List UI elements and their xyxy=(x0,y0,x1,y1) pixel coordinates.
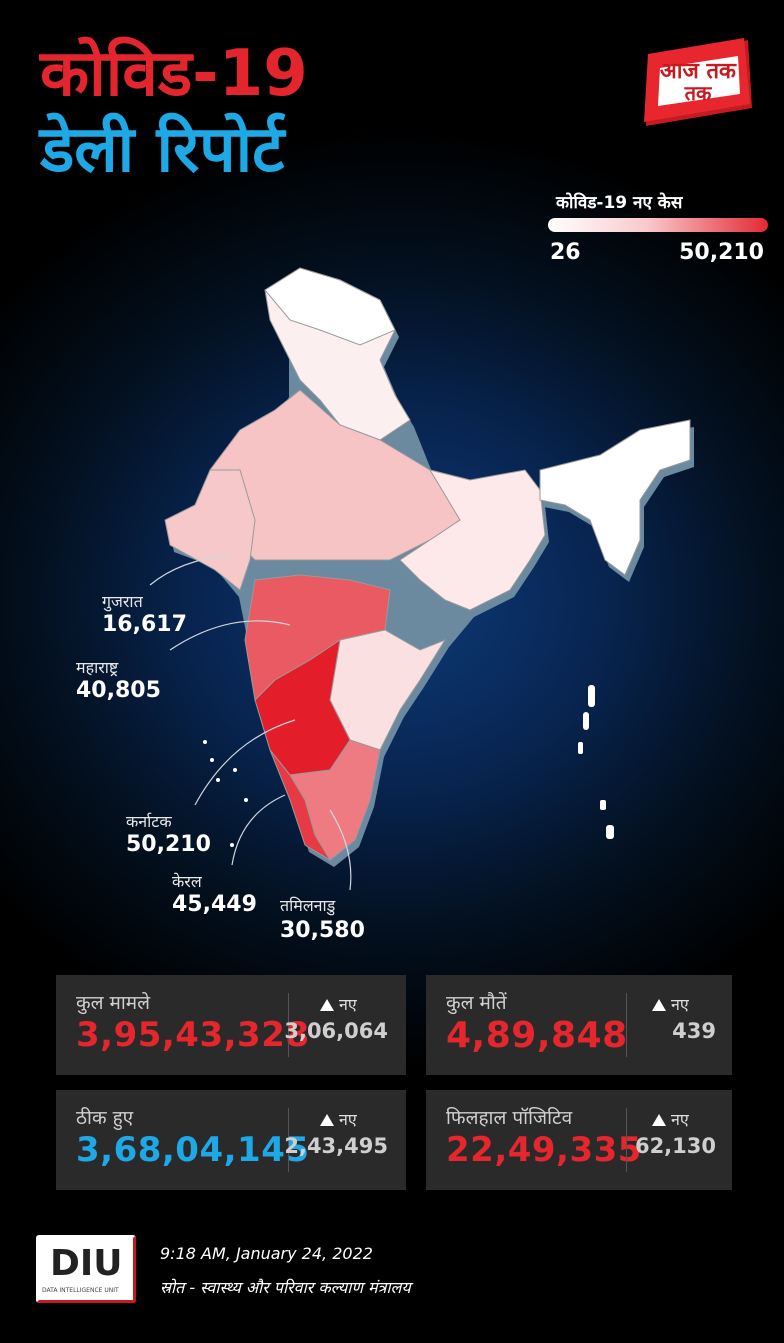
diu-logo: DIU DATA INTELLIGENCE UNIT xyxy=(36,1235,136,1303)
region-kerala xyxy=(269,749,331,861)
state-value-gujarat: 16,617 xyxy=(102,612,187,637)
active-new-label: नए xyxy=(652,1108,689,1130)
card-divider xyxy=(626,993,627,1057)
leader-tamilnadu xyxy=(329,809,352,891)
india-choropleth-map xyxy=(149,267,694,891)
total-cases-value: 3,95,43,328 xyxy=(76,1015,310,1055)
card-divider xyxy=(288,993,289,1057)
leader-maharashtra xyxy=(169,620,291,651)
lakshadweep-islands xyxy=(203,740,248,847)
source-text: स्रोत - स्वास्थ्य और परिवार कल्याण मंत्र… xyxy=(160,1278,411,1297)
diu-logo-subtext: DATA INTELLIGENCE UNIT xyxy=(42,1287,119,1294)
leader-karnataka xyxy=(194,719,296,806)
state-label-tamilnadu: तमिलनाडु xyxy=(280,896,336,915)
state-value-maharashtra: 40,805 xyxy=(76,678,161,703)
region-telangana-ap xyxy=(329,629,447,751)
active-value: 22,49,335 xyxy=(446,1130,642,1170)
total-deaths-new-value: 439 xyxy=(672,1019,716,1043)
up-arrow-icon xyxy=(320,1114,334,1126)
andaman-islands xyxy=(578,685,614,839)
diu-logo-text: DIU xyxy=(50,1243,123,1284)
region-gujarat xyxy=(164,469,256,591)
svg-text:तक: तक xyxy=(684,81,713,105)
total-deaths-label: कुल मौतें xyxy=(446,992,507,1014)
total-cases-new-value: 3,06,064 xyxy=(284,1019,388,1043)
up-arrow-icon xyxy=(652,999,666,1011)
state-label-kerala: केरल xyxy=(172,872,202,891)
recovered-label: ठीक हुए xyxy=(76,1107,134,1129)
total-cases-new-label: नए xyxy=(320,993,357,1015)
card-total-deaths: कुल मौतें 4,89,848 नए 439 xyxy=(426,975,732,1075)
card-recovered: ठीक हुए 3,68,04,145 नए 2,43,495 xyxy=(56,1090,406,1190)
leader-gujarat xyxy=(149,554,231,586)
state-label-maharashtra: महाराष्ट्र xyxy=(76,658,119,677)
card-total-cases: कुल मामले 3,95,43,328 नए 3,06,064 xyxy=(56,975,406,1075)
state-label-karnataka: कर्नाटक xyxy=(126,812,172,831)
title-line-1: कोविड-19 xyxy=(40,37,308,111)
legend-max: 50,210 xyxy=(679,240,764,265)
aaj-tak-logo: आज तक तक xyxy=(644,38,752,126)
state-value-karnataka: 50,210 xyxy=(126,832,211,857)
card-divider xyxy=(626,1108,627,1172)
recovered-new-label: नए xyxy=(320,1108,357,1130)
card-divider xyxy=(288,1108,289,1172)
recovered-new-value: 2,43,495 xyxy=(284,1134,388,1158)
recovered-value: 3,68,04,145 xyxy=(76,1130,310,1170)
up-arrow-icon xyxy=(652,1114,666,1126)
active-label: फिलहाल पॉजिटिव xyxy=(446,1107,573,1129)
up-arrow-icon xyxy=(320,999,334,1011)
legend-title: कोविड-19 नए केस xyxy=(556,193,683,213)
region-jk xyxy=(264,267,396,346)
total-deaths-value: 4,89,848 xyxy=(446,1015,628,1056)
leader-kerala xyxy=(231,794,286,866)
region-east xyxy=(399,469,546,611)
diu-logo-border xyxy=(36,1235,136,1303)
timestamp: 9:18 AM, January 24, 2022 xyxy=(160,1244,373,1263)
state-value-tamilnadu: 30,580 xyxy=(280,918,365,943)
region-northeast xyxy=(539,419,691,576)
total-cases-label: कुल मामले xyxy=(76,992,151,1014)
state-label-gujarat: गुजरात xyxy=(102,592,143,611)
state-value-kerala: 45,449 xyxy=(172,892,257,917)
active-new-value: 62,130 xyxy=(634,1134,716,1158)
legend-gradient-bar xyxy=(548,218,768,232)
title-line-2: डेली रिपोर्ट xyxy=(40,113,285,187)
legend-min: 26 xyxy=(550,240,581,265)
logo-text-top: आज तक xyxy=(660,59,737,84)
card-active: फिलहाल पॉजिटिव 22,49,335 नए 62,130 xyxy=(426,1090,732,1190)
total-deaths-new-label: नए xyxy=(652,993,689,1015)
